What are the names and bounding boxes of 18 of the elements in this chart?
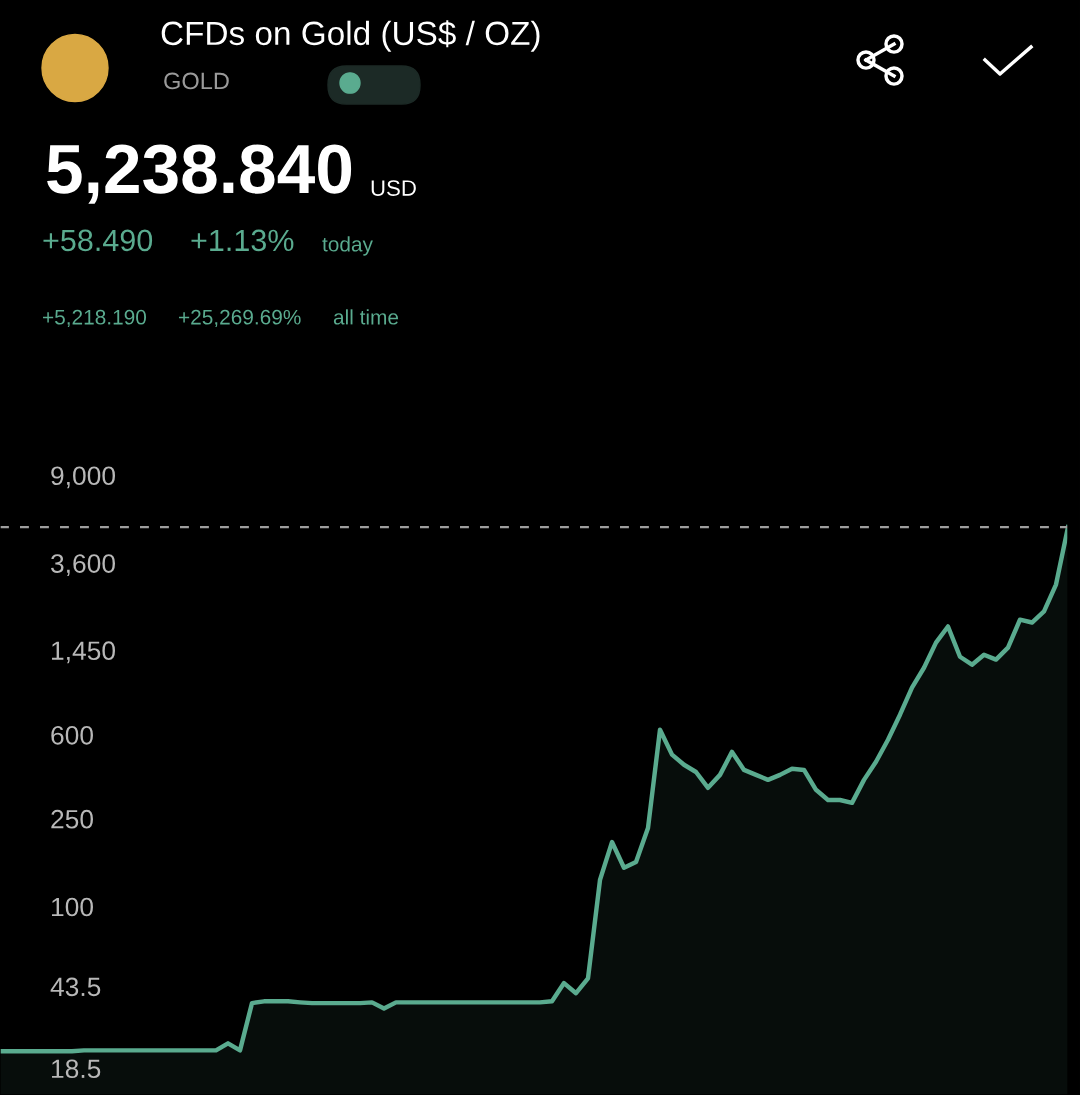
chart-title: CFDs on Gold (US$ / OZ) <box>161 20 540 52</box>
text: all time <box>333 309 399 325</box>
y-tick-label: 43.5 <box>50 977 101 997</box>
y-tick-label: 1,450 <box>52 641 115 664</box>
text: +5,218.190 <box>43 309 147 328</box>
text: +58.490 <box>43 229 153 252</box>
text: 5,238.840 <box>47 144 352 204</box>
y-tick-label: 18.5 <box>52 1059 101 1079</box>
y-tick-label: 250 <box>51 809 93 829</box>
y-tick-label: 3,600 <box>51 554 115 577</box>
y-tick-label: 9,000 <box>51 466 115 489</box>
text: today <box>322 236 373 256</box>
text: USD <box>371 180 416 196</box>
y-tick-label: 100 <box>52 897 93 917</box>
text: +25,269.69% <box>179 309 301 328</box>
text: +1.13% <box>191 229 294 252</box>
y-tick-label: 600 <box>51 725 93 745</box>
chart-subtitle: GOLD <box>164 72 229 90</box>
